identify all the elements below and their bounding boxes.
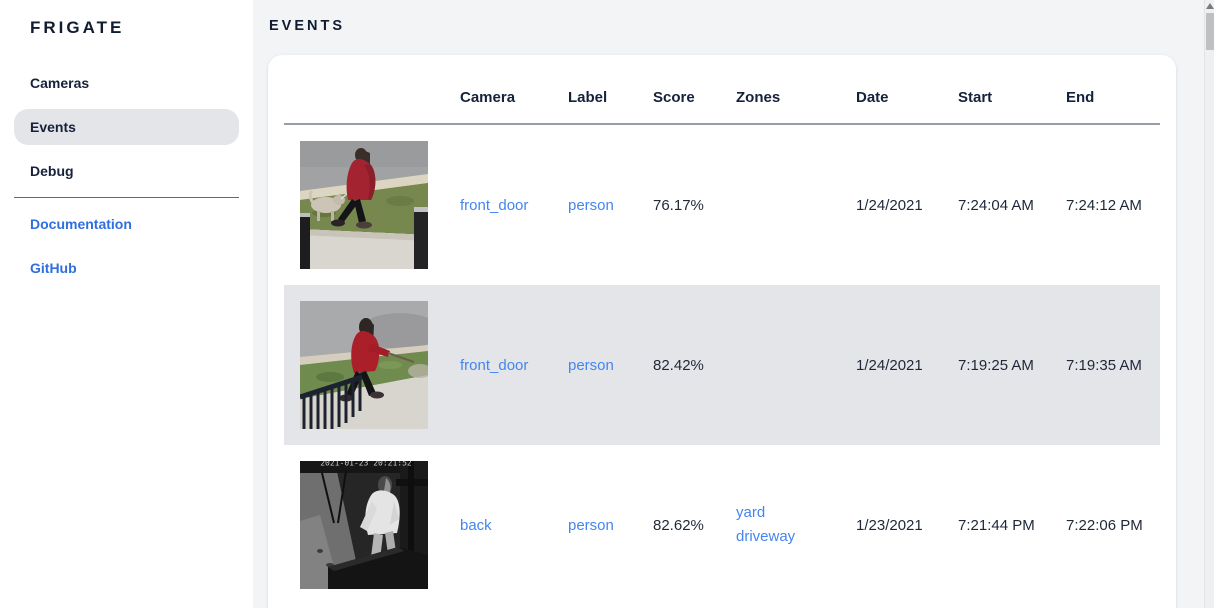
zones-cell [736, 124, 856, 285]
column-header-start: Start [958, 88, 993, 106]
sidebar-link-github[interactable]: GitHub [30, 260, 77, 276]
app-logo[interactable]: FRIGATE [30, 18, 125, 37]
event-thumbnail[interactable] [300, 301, 428, 429]
event-row[interactable]: front_door person 76.17% 1/24/2021 7:24:… [284, 124, 1160, 285]
sidebar-item-events[interactable]: Events [14, 109, 239, 145]
event-thumbnail[interactable]: 2021-01-23 20:21:52 [300, 461, 428, 589]
camera-link[interactable]: back [460, 516, 492, 534]
scrollbar-thumb[interactable] [1206, 13, 1214, 50]
table-header-row: Camera Label Score Zones Date Start End [284, 71, 1160, 124]
zone-link[interactable]: yard [736, 504, 766, 521]
page-scrollbar[interactable] [1204, 0, 1214, 608]
date-value: 1/24/2021 [856, 196, 923, 214]
date-value: 1/23/2021 [856, 516, 923, 534]
thumbnail-timestamp-overlay: 2021-01-23 20:21:52 [320, 461, 412, 468]
page-title: EVENTS [269, 18, 346, 34]
sidebar-divider [14, 197, 239, 198]
end-value: 7:24:12 AM [1066, 196, 1142, 214]
end-value: 7:19:35 AM [1066, 356, 1142, 374]
camera-link[interactable]: front_door [460, 196, 529, 214]
event-thumbnail[interactable] [300, 141, 428, 269]
sidebar-nav: Cameras Events Debug Documentation GitHu… [0, 65, 253, 286]
sidebar-item-cameras[interactable]: Cameras [30, 75, 90, 91]
score-value: 82.62% [653, 516, 704, 534]
score-value: 76.17% [653, 196, 704, 214]
column-header-date: Date [856, 88, 889, 106]
scroll-up-arrow-icon[interactable] [1206, 3, 1214, 9]
start-value: 7:19:25 AM [958, 356, 1034, 374]
main-content: EVENTS Camera Label Score Zones Date Sta… [253, 0, 1204, 608]
score-value: 82.42% [653, 356, 704, 374]
label-link[interactable]: person [568, 196, 614, 214]
events-card: Camera Label Score Zones Date Start End [268, 55, 1176, 608]
column-header-camera: Camera [460, 88, 516, 106]
sidebar: FRIGATE Cameras Events Debug Documentati… [0, 0, 253, 608]
zones-cell: yard driveway [736, 445, 856, 605]
column-header-thumbnail [284, 71, 460, 124]
column-header-end: End [1066, 88, 1095, 106]
events-table: Camera Label Score Zones Date Start End [284, 71, 1160, 605]
column-header-zones: Zones [736, 88, 781, 106]
start-value: 7:24:04 AM [958, 196, 1034, 214]
event-row[interactable]: front_door person 82.42% 1/24/2021 7:19:… [284, 285, 1160, 445]
event-row[interactable]: 2021-01-23 20:21:52 back person 82.62% y… [284, 445, 1160, 605]
zones-cell [736, 285, 856, 445]
zone-link[interactable]: driveway [736, 528, 796, 545]
label-link[interactable]: person [568, 516, 614, 534]
end-value: 7:22:06 PM [1066, 516, 1143, 534]
start-value: 7:21:44 PM [958, 516, 1035, 534]
camera-link[interactable]: front_door [460, 356, 529, 374]
column-header-label: Label [568, 88, 608, 106]
label-link[interactable]: person [568, 356, 614, 374]
date-value: 1/24/2021 [856, 356, 923, 374]
sidebar-link-documentation[interactable]: Documentation [30, 216, 132, 232]
column-header-score: Score [653, 88, 695, 106]
sidebar-item-debug[interactable]: Debug [30, 163, 74, 179]
